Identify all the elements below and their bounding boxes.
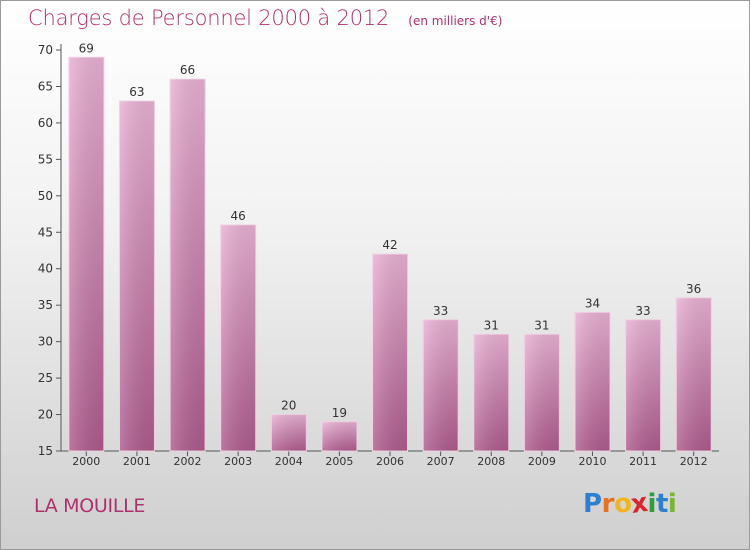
y-tick-label: 15	[38, 444, 53, 458]
data-label: 20	[281, 399, 296, 413]
y-tick-label: 20	[38, 408, 53, 422]
x-tick-label: 2011	[629, 455, 657, 468]
title-text: Charges de Personnel 2000 à 2012	[28, 6, 390, 30]
y-tick-label: 45	[38, 225, 53, 239]
data-label: 31	[534, 318, 549, 332]
data-label: 42	[382, 238, 397, 252]
chart-title: Charges de Personnel 2000 à 2012 (en mil…	[28, 6, 502, 30]
bar-shade	[676, 297, 712, 451]
logo-letter: x	[629, 488, 650, 520]
logo-letter: t	[655, 489, 668, 519]
x-tick-label: 2002	[174, 455, 202, 468]
x-tick-label: 2005	[325, 455, 353, 468]
data-label: 31	[484, 318, 499, 332]
x-tick-label: 2008	[477, 455, 505, 468]
data-label: 34	[585, 296, 600, 310]
data-label: 19	[332, 406, 347, 420]
y-tick-label: 30	[38, 335, 53, 349]
logo-letter: i	[647, 489, 657, 519]
x-tick-label: 2000	[72, 455, 100, 468]
data-label: 33	[635, 304, 650, 318]
y-tick-label: 35	[38, 298, 53, 312]
x-tick-label: 2010	[578, 455, 606, 468]
bar-shade	[119, 101, 155, 451]
data-label: 63	[129, 85, 144, 99]
bar-shade	[423, 319, 459, 451]
bar-shade	[524, 334, 560, 451]
x-tick-label: 2007	[427, 455, 455, 468]
bar-shade	[473, 334, 509, 451]
data-label: 69	[79, 41, 94, 55]
bar-shade	[372, 254, 408, 451]
data-label: 46	[231, 209, 246, 223]
title-unit: (en milliers d'€)	[408, 14, 503, 28]
y-tick-label: 55	[38, 152, 53, 166]
bar-shade	[574, 312, 610, 451]
x-tick-label: 2003	[224, 455, 252, 468]
y-tick-label: 50	[38, 189, 53, 203]
logo-letter: r	[601, 489, 615, 519]
data-label: 66	[180, 63, 195, 77]
x-tick-label: 2001	[123, 455, 151, 468]
bar-shade	[321, 421, 357, 451]
bar-shade	[625, 319, 661, 451]
data-label: 33	[433, 304, 448, 318]
y-tick-label: 65	[38, 79, 53, 93]
bar-shade	[271, 414, 307, 451]
x-tick-label: 2006	[376, 455, 404, 468]
y-tick-label: 25	[38, 371, 53, 385]
x-tick-label: 2004	[275, 455, 303, 468]
data-label: 36	[686, 282, 701, 296]
proxiti-logo: Proxiti	[583, 488, 677, 520]
x-tick-label: 2009	[528, 455, 556, 468]
y-tick-label: 70	[38, 43, 53, 57]
x-tick-label: 2012	[680, 455, 708, 468]
bar-shade	[68, 57, 104, 452]
logo-letter: i	[667, 489, 677, 519]
y-tick-label: 40	[38, 262, 53, 276]
commune-name: LA MOUILLE	[34, 495, 146, 517]
bar-shade	[170, 79, 206, 451]
logo-letter: P	[583, 489, 602, 519]
bar-shade	[220, 224, 256, 451]
y-tick-label: 60	[38, 116, 53, 130]
